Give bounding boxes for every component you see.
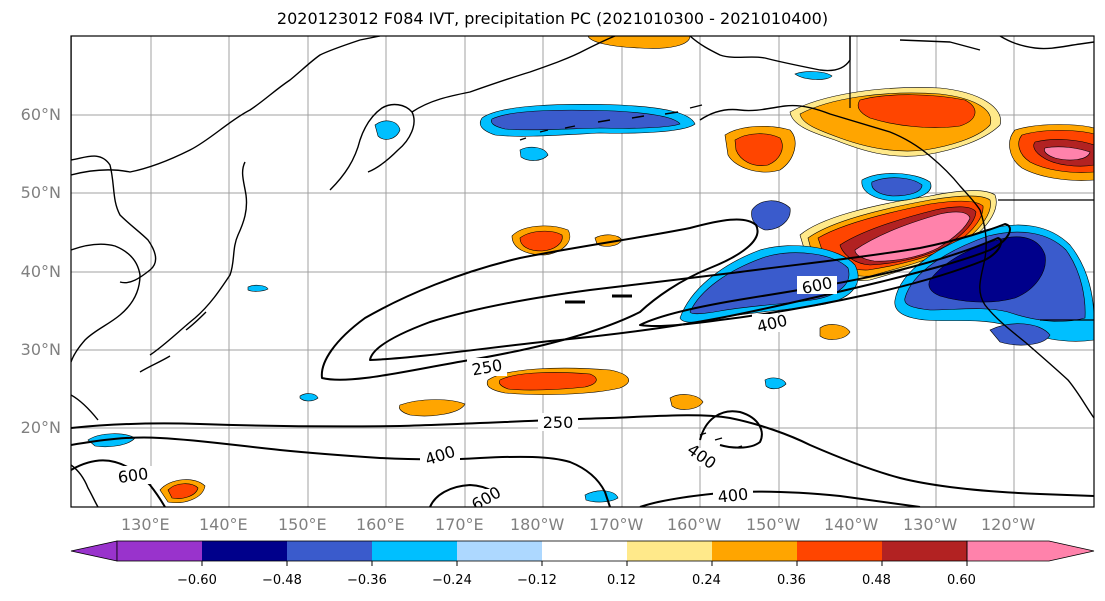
ivt-contours xyxy=(71,218,1094,507)
colorbar-tick-0.36: 0.36 xyxy=(777,573,806,588)
colorbar-extend-high xyxy=(966,540,1095,562)
colorbar-swatch xyxy=(117,541,202,561)
lon-label-160e: 160°E xyxy=(356,515,405,534)
colorbar-swatch xyxy=(287,541,372,561)
colorbar-tick--0.60: −0.60 xyxy=(177,573,217,588)
lon-label-150e: 150°E xyxy=(278,515,327,534)
colorbar-swatch xyxy=(202,541,287,561)
lon-label-120w: 120°W xyxy=(981,515,1036,534)
lat-label-60n: 60°N xyxy=(20,105,61,124)
colorbar-tick-0.60: 0.60 xyxy=(947,573,976,588)
lon-label-180w: 180°W xyxy=(510,515,565,534)
ivt-contour-400-mid xyxy=(699,410,763,449)
lon-label-140w: 140°W xyxy=(824,515,879,534)
ivt-contour-400-north xyxy=(369,223,1011,361)
ivt-contour-400-south xyxy=(71,436,611,507)
colorbar-tick--0.24: −0.24 xyxy=(432,573,472,588)
lon-label-150w: 150°W xyxy=(746,515,801,534)
colorbar-tick-0.24: 0.24 xyxy=(692,573,721,588)
colorbar-swatch xyxy=(372,541,457,561)
colorbar-swatch xyxy=(542,541,627,561)
ivt-contour-250-south xyxy=(71,414,1094,497)
colorbar-swatch xyxy=(627,541,712,561)
map-frame xyxy=(70,35,1095,508)
lon-label-130w: 130°W xyxy=(903,515,958,534)
ivt-contour-400-east xyxy=(639,490,921,507)
colorbar xyxy=(70,540,1095,566)
colorbar-tick-0.48: 0.48 xyxy=(862,573,891,588)
contour-label-400-d: 400 xyxy=(717,484,749,506)
colorbar-swatch xyxy=(882,541,967,561)
coastlines xyxy=(71,36,1094,507)
colorbar-swatch xyxy=(457,541,542,561)
colorbar-swatch xyxy=(712,541,797,561)
lat-label-40n: 40°N xyxy=(20,262,61,281)
colorbar-tick--0.12: −0.12 xyxy=(517,573,557,588)
lon-label-160w: 160°W xyxy=(667,515,722,534)
colorbar-tick--0.36: −0.36 xyxy=(347,573,387,588)
lat-label-50n: 50°N xyxy=(20,183,61,202)
lon-label-170e: 170°E xyxy=(435,515,484,534)
lat-label-20n: 20°N xyxy=(20,418,61,437)
map-title: 2020123012 F084 IVT, precipitation PC (2… xyxy=(276,9,829,28)
lon-label-130e: 130°E xyxy=(121,515,170,534)
lon-label-140e: 140°E xyxy=(199,515,248,534)
contour-label-250-b: 250 xyxy=(543,413,574,432)
colorbar-tick-0.12: 0.12 xyxy=(607,573,636,588)
colorbar-swatch xyxy=(797,541,882,561)
colorbar-extend-low xyxy=(70,540,118,562)
lat-label-30n: 30°N xyxy=(20,340,61,359)
ivt-contour-250-north xyxy=(320,218,759,381)
lon-label-170w: 170°W xyxy=(589,515,644,534)
contour-label-600-b: 600 xyxy=(117,464,150,487)
colorbar-tick--0.48: −0.48 xyxy=(262,573,302,588)
